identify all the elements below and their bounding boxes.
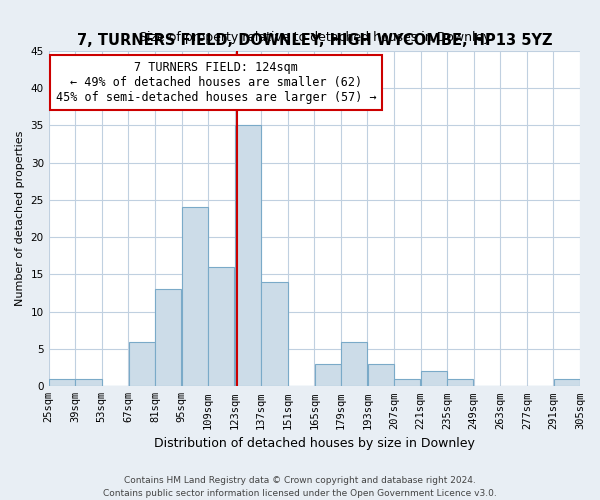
X-axis label: Distribution of detached houses by size in Downley: Distribution of detached houses by size … [154,437,475,450]
Bar [421,372,447,386]
Bar [341,342,367,386]
Bar [128,342,155,386]
Text: Size of property relative to detached houses in Downley: Size of property relative to detached ho… [139,31,490,44]
Bar [182,208,208,386]
Bar [368,364,394,386]
Bar [208,267,235,386]
Bar [394,379,421,386]
Bar [262,282,287,387]
Bar [448,379,473,386]
Bar [554,379,580,386]
Bar [49,379,75,386]
Bar [76,379,101,386]
Y-axis label: Number of detached properties: Number of detached properties [15,131,25,306]
Text: Contains HM Land Registry data © Crown copyright and database right 2024.
Contai: Contains HM Land Registry data © Crown c… [103,476,497,498]
Bar [314,364,341,386]
Text: 7 TURNERS FIELD: 124sqm
← 49% of detached houses are smaller (62)
45% of semi-de: 7 TURNERS FIELD: 124sqm ← 49% of detache… [56,61,376,104]
Bar [235,126,261,386]
Bar [155,290,181,386]
Title: 7, TURNERS FIELD, DOWNLEY, HIGH WYCOMBE, HP13 5YZ: 7, TURNERS FIELD, DOWNLEY, HIGH WYCOMBE,… [77,33,552,48]
